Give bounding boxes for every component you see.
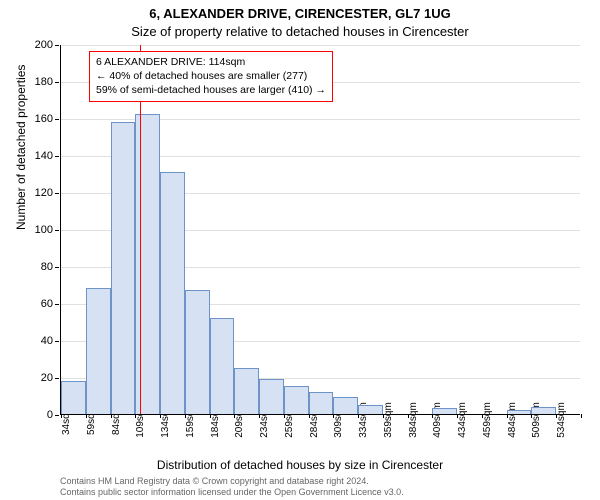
plot-area: 6 ALEXANDER DRIVE: 114sqm ← 40% of detac…: [60, 45, 580, 415]
y-tick: [55, 304, 59, 305]
y-axis-label: Number of detached properties: [14, 65, 28, 230]
y-tick: [55, 45, 59, 46]
gridline-h: [61, 45, 580, 46]
histogram-bar: [86, 288, 111, 414]
histogram-bar: [507, 410, 532, 414]
x-axis-label: Distribution of detached houses by size …: [0, 458, 600, 472]
y-tick: [55, 341, 59, 342]
y-tick-label: 180: [35, 76, 53, 88]
y-tick: [55, 230, 59, 231]
histogram-bar: [210, 318, 235, 414]
chart-subtitle: Size of property relative to detached ho…: [0, 24, 600, 39]
chart-title-address: 6, ALEXANDER DRIVE, CIRENCESTER, GL7 1UG: [0, 6, 600, 21]
y-tick: [55, 193, 59, 194]
histogram-bar: [284, 386, 309, 414]
y-tick: [55, 119, 59, 120]
histogram-bar: [61, 381, 86, 414]
x-tick: [581, 414, 582, 418]
histogram-bar: [160, 172, 185, 414]
x-tick-label: 434sqm: [457, 402, 468, 438]
y-tick: [55, 267, 59, 268]
annotation-box: 6 ALEXANDER DRIVE: 114sqm ← 40% of detac…: [89, 51, 333, 102]
histogram-bar: [135, 114, 160, 414]
x-tick-label: 359sqm: [383, 402, 394, 438]
histogram-bar: [259, 379, 284, 414]
annotation-larger-pct: 59% of semi-detached houses are larger (…: [96, 83, 326, 97]
histogram-bar: [358, 405, 383, 414]
y-tick-label: 200: [35, 39, 53, 51]
y-tick-label: 100: [35, 224, 53, 236]
footer-line-2: Contains public sector information licen…: [60, 487, 404, 498]
histogram-bar: [309, 392, 334, 414]
y-tick-label: 80: [41, 261, 53, 273]
x-tick-label: 484sqm: [507, 402, 518, 438]
y-tick: [55, 378, 59, 379]
y-tick-label: 0: [47, 409, 53, 421]
y-tick-label: 60: [41, 298, 53, 310]
y-tick-label: 20: [41, 372, 53, 384]
annotation-property-size: 6 ALEXANDER DRIVE: 114sqm: [96, 55, 326, 69]
footer-line-1: Contains HM Land Registry data © Crown c…: [60, 476, 404, 487]
y-tick-label: 140: [35, 150, 53, 162]
x-tick-label: 534sqm: [556, 402, 567, 438]
y-tick-label: 160: [35, 113, 53, 125]
y-tick-label: 40: [41, 335, 53, 347]
x-tick-label: 459sqm: [482, 402, 493, 438]
chart-container: 6, ALEXANDER DRIVE, CIRENCESTER, GL7 1UG…: [0, 0, 600, 500]
x-tick-label: 384sqm: [408, 402, 419, 438]
histogram-bar: [432, 408, 457, 414]
histogram-bar: [111, 122, 136, 414]
histogram-bar: [234, 368, 259, 414]
histogram-bar: [185, 290, 210, 414]
histogram-bar: [531, 407, 556, 414]
attribution-footer: Contains HM Land Registry data © Crown c…: [60, 476, 404, 499]
y-tick: [55, 82, 59, 83]
y-tick: [55, 415, 59, 416]
histogram-bar: [333, 397, 358, 414]
annotation-smaller-pct: ← 40% of detached houses are smaller (27…: [96, 69, 326, 83]
y-tick: [55, 156, 59, 157]
y-tick-label: 120: [35, 187, 53, 199]
